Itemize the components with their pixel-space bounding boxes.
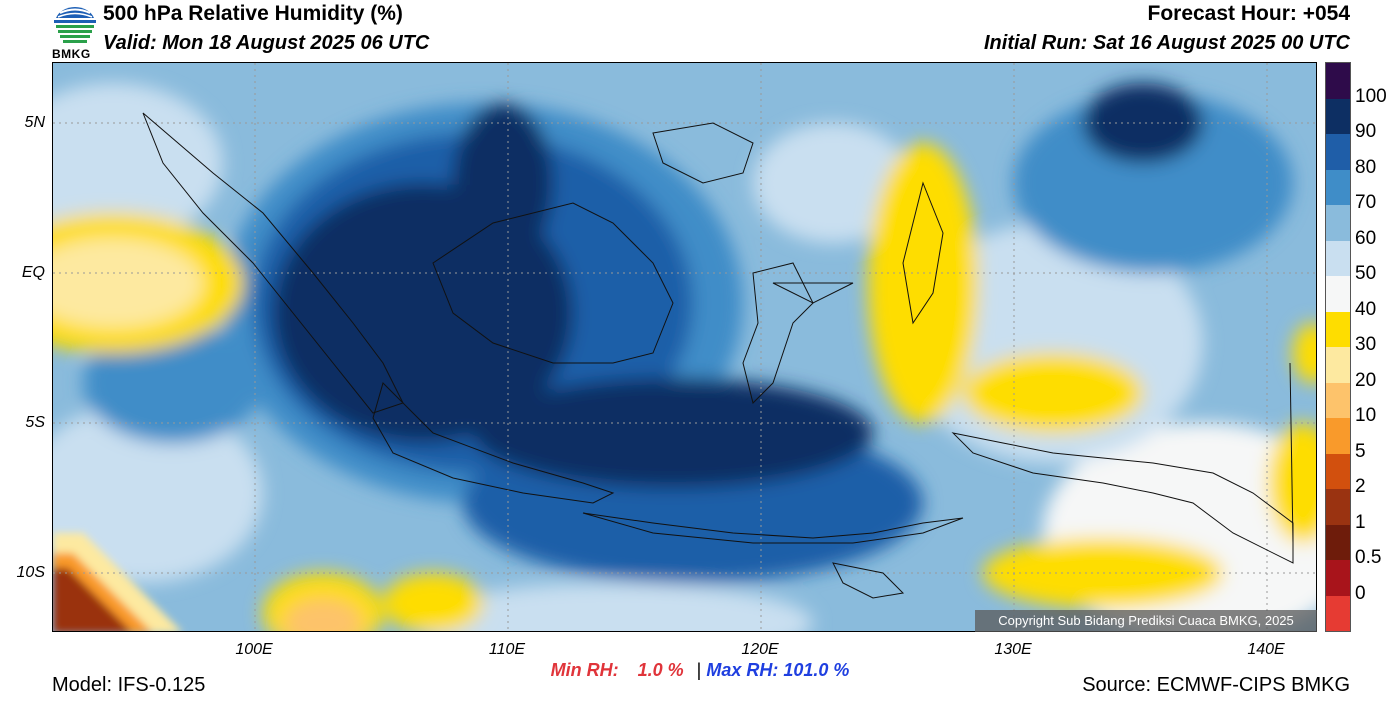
- humidity-map: [52, 62, 1317, 632]
- colorbar-segment: [1326, 453, 1350, 489]
- colorbar-segment: [1326, 524, 1350, 560]
- max-rh-label: Max RH:: [706, 660, 779, 680]
- colorbar-label: 10: [1355, 405, 1377, 426]
- colorbar-label: 20: [1355, 369, 1377, 391]
- colorbar-label: 100: [1355, 85, 1387, 107]
- lon-label-110e: 110E: [488, 641, 526, 658]
- colorbar-segment: [1326, 311, 1350, 347]
- colorbar-label: 50: [1355, 263, 1377, 284]
- model-info: Model: IFS-0.125: [52, 674, 206, 696]
- source-info: Source: ECMWF-CIPS BMKG: [1082, 674, 1350, 696]
- lat-label-10s: 10S: [16, 564, 45, 581]
- colorbar-label: 1: [1355, 511, 1366, 533]
- logo-text: BMKG: [52, 47, 91, 61]
- colorbar-segment: [1326, 382, 1350, 418]
- colorbar-label: 0.5: [1355, 547, 1382, 568]
- bmkg-logo-icon: [54, 6, 96, 43]
- colorbar-label: 30: [1355, 334, 1377, 355]
- colorbar-segment: [1326, 595, 1350, 631]
- colorbar-label: 90: [1355, 121, 1377, 142]
- colorbar: [1325, 62, 1351, 632]
- min-rh-label: Min RH:: [550, 660, 619, 680]
- colorbar-segment: [1326, 276, 1350, 312]
- rh-min-max: Min RH: 1.0 % | Max RH: 101.0 %: [0, 660, 1400, 681]
- colorbar-label: 60: [1355, 227, 1377, 249]
- copyright-notice: Copyright Sub Bidang Prediksi Cuaca BMKG…: [975, 610, 1317, 632]
- colorbar-label: 5: [1355, 440, 1366, 462]
- min-rh-value: 1.0 %: [637, 660, 684, 680]
- colorbar-label: 2: [1355, 476, 1366, 497]
- lat-label-5s: 5S: [25, 414, 45, 431]
- colorbar-segment: [1326, 63, 1350, 99]
- bmkg-logo: BMKG: [50, 0, 100, 62]
- lat-label-5n: 5N: [24, 114, 45, 131]
- lon-label-140e: 140E: [1247, 641, 1285, 658]
- max-rh-value: 101.0 %: [783, 660, 850, 680]
- lon-label-130e: 130E: [994, 641, 1032, 658]
- lon-label-120e: 120E: [741, 641, 779, 658]
- lon-label-100e: 100E: [235, 641, 273, 658]
- colorbar-label: 40: [1355, 298, 1377, 320]
- colorbar-segment: [1326, 240, 1350, 276]
- colorbar-segment: [1326, 169, 1350, 205]
- colorbar-label: 80: [1355, 156, 1377, 178]
- colorbar-segment: [1326, 418, 1350, 454]
- colorbar-label: 0: [1355, 582, 1366, 604]
- minmax-separator: |: [696, 660, 702, 680]
- colorbar-label: 70: [1355, 192, 1377, 213]
- forecast-hour: Forecast Hour: +054: [1147, 2, 1351, 25]
- humidity-field-svg: [53, 63, 1316, 631]
- colorbar-segment: [1326, 489, 1350, 525]
- map-title: 500 hPa Relative Humidity (%): [103, 2, 403, 25]
- colorbar-segment: [1326, 560, 1350, 596]
- colorbar-segment: [1326, 347, 1350, 383]
- valid-time: Valid: Mon 18 August 2025 06 UTC: [103, 32, 430, 54]
- lat-label-eq: EQ: [21, 264, 45, 281]
- initial-run: Initial Run: Sat 16 August 2025 00 UTC: [983, 32, 1350, 54]
- colorbar-segment: [1326, 98, 1350, 134]
- colorbar-segment: [1326, 134, 1350, 170]
- colorbar-segment: [1326, 205, 1350, 241]
